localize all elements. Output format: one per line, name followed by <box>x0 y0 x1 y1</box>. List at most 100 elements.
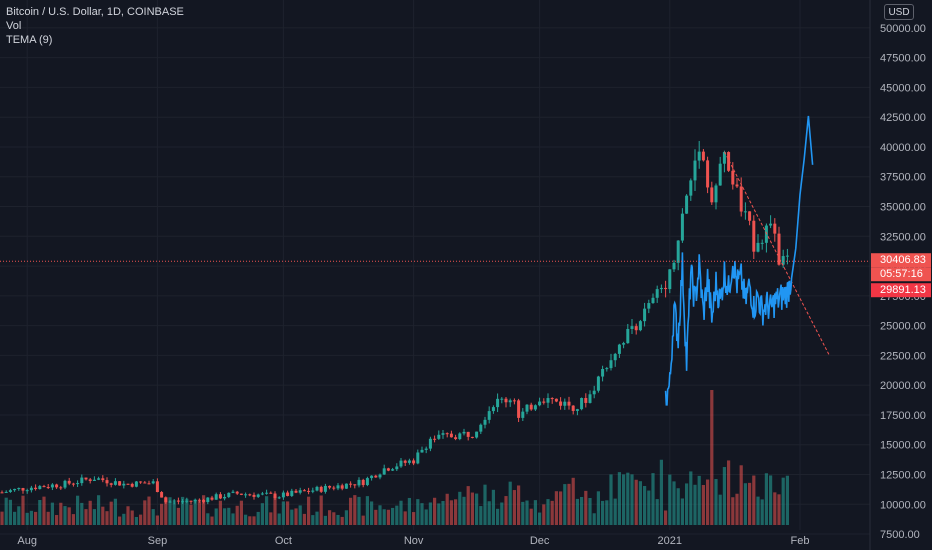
volume-bar <box>281 501 285 525</box>
volume-bar <box>361 515 365 525</box>
volume-bar <box>706 479 710 525</box>
candle-body <box>248 494 252 496</box>
volume-bar <box>760 499 764 525</box>
volume-bar <box>613 498 617 525</box>
volume-bar <box>168 497 172 525</box>
candle-body <box>332 487 336 489</box>
candle-body <box>290 490 294 496</box>
y-tick-label: 22500.00 <box>880 350 926 362</box>
volume-bar <box>596 491 600 525</box>
volume-bar <box>357 496 361 525</box>
candle-body <box>210 497 214 500</box>
volume-bar <box>25 512 29 525</box>
volume-bar <box>685 483 689 525</box>
candle-body <box>231 491 235 493</box>
candle-body <box>0 492 4 494</box>
candle-body <box>176 500 180 502</box>
volume-bar <box>428 502 432 525</box>
volume-bar <box>50 502 54 525</box>
y-tick-label: 20000.00 <box>880 380 926 392</box>
tema-legend[interactable]: TEMA (9) <box>6 34 53 46</box>
candle-body <box>588 394 592 403</box>
candle-body <box>164 497 168 503</box>
y-tick-label: 17500.00 <box>880 410 926 422</box>
volume-bar <box>386 509 390 525</box>
volume-bar <box>332 512 336 525</box>
volume-bar <box>97 495 101 525</box>
volume-bar <box>147 496 151 525</box>
candle-body <box>748 211 752 221</box>
volume-bar <box>483 484 487 525</box>
candle-body <box>697 151 701 161</box>
candle-body <box>596 376 600 391</box>
volume-bar <box>731 497 735 525</box>
volume-bar <box>231 513 235 525</box>
x-tick-label: Feb <box>791 535 810 547</box>
candle-body <box>680 213 684 241</box>
volume-bar <box>391 507 395 525</box>
volume-bar <box>172 502 176 525</box>
candle-body <box>676 240 680 263</box>
candle-body <box>185 500 189 502</box>
candle-body <box>130 483 134 487</box>
last-price-tag-bg <box>871 253 931 268</box>
volume-bar <box>445 493 449 525</box>
volume-bar <box>126 506 130 525</box>
volume-bar <box>672 481 676 525</box>
candle-body <box>424 448 428 450</box>
symbol-title[interactable]: Bitcoin / U.S. Dollar, 1D, COINBASE <box>6 6 184 18</box>
volume-bar <box>185 498 189 525</box>
volume-bar <box>202 495 206 525</box>
volume-bar <box>756 496 760 525</box>
candle-body <box>483 419 487 425</box>
price-axis[interactable]: 50000.00 47500.00 45000.00 42500.00 40000.00… <box>869 0 926 550</box>
y-tick-label: 37500.00 <box>880 172 926 184</box>
candle-body <box>479 424 483 432</box>
time-axis[interactable]: Aug Sep Oct Nov Dec 2021 Feb <box>17 535 809 547</box>
candle-body <box>155 481 159 493</box>
candle-body <box>508 400 512 403</box>
volume-bar <box>567 483 571 525</box>
volume-bar <box>139 514 143 525</box>
candle-body <box>735 184 739 187</box>
candle-body <box>655 289 659 298</box>
volume-bar <box>504 496 508 525</box>
candle-body <box>462 431 466 434</box>
candle-body <box>475 431 479 438</box>
candle-body <box>571 405 575 411</box>
volume-bar <box>395 505 399 525</box>
volume-bar <box>777 494 781 525</box>
candle-body <box>428 438 432 449</box>
volume-legend[interactable]: Vol <box>6 20 22 32</box>
volume-bar <box>416 499 420 525</box>
volume-bar <box>609 474 613 525</box>
candle-body <box>193 499 197 502</box>
candle-body <box>328 485 332 488</box>
candle-body <box>357 479 361 486</box>
volume-bar <box>592 513 596 525</box>
volume-bar <box>454 499 458 525</box>
volume-bar <box>525 500 529 525</box>
volume-bar <box>697 475 701 525</box>
volume-bar <box>244 514 248 525</box>
candle-body <box>731 170 735 185</box>
candle-body <box>512 400 516 402</box>
volume-bar <box>239 500 243 525</box>
candle-body <box>437 434 441 439</box>
candle-body <box>147 483 151 485</box>
candle-body <box>353 484 357 486</box>
volume-bar <box>59 502 63 525</box>
volume-bar <box>487 501 491 525</box>
volume-bar <box>227 507 231 525</box>
volume-bar <box>252 516 256 525</box>
candle-body <box>391 469 395 471</box>
currency-button[interactable]: USD <box>884 4 914 20</box>
candle-body <box>197 499 201 501</box>
candle-body <box>298 490 302 493</box>
volume-bar <box>4 497 8 525</box>
candle-body <box>664 287 668 290</box>
candle-body <box>601 368 605 377</box>
x-tick-label: Aug <box>17 535 37 547</box>
candle-body <box>739 186 743 212</box>
